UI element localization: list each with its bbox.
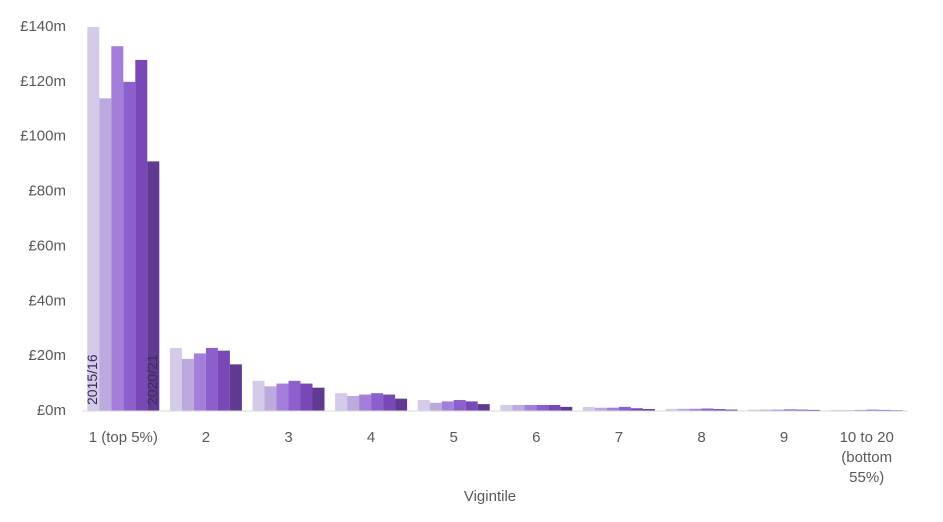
bar [383, 394, 396, 411]
bar [312, 387, 325, 411]
bar [725, 409, 738, 411]
bar [217, 350, 230, 411]
bar [288, 380, 301, 411]
bar [193, 353, 206, 411]
bar [417, 400, 430, 411]
bar [147, 161, 160, 411]
bar [169, 347, 182, 411]
bar [524, 404, 537, 411]
bar [300, 383, 313, 411]
bar [594, 407, 607, 411]
bar [560, 406, 573, 411]
bar [441, 401, 454, 411]
y-tick-label: £60m [28, 237, 66, 254]
x-axis-title: Vigintile [464, 488, 516, 505]
x-tick-label: 7 [614, 429, 624, 446]
x-tick-label: 9 [779, 429, 789, 446]
x-tick-label: 10 to 20 (bottom 55%) [839, 429, 894, 486]
bar [582, 406, 595, 411]
bar [335, 393, 348, 411]
bar [347, 395, 360, 411]
bar [359, 394, 372, 411]
bar [830, 409, 843, 411]
bar [229, 364, 242, 411]
bar [500, 404, 513, 411]
x-tick-label: 1 (top 5%) [88, 429, 158, 446]
x-tick-label: 4 [366, 429, 376, 446]
x-tick-label: 8 [697, 429, 706, 446]
x-tick-label: 6 [532, 429, 541, 446]
bar [784, 409, 797, 411]
bar [854, 409, 867, 411]
y-tick-label: £20m [28, 347, 66, 364]
series-label: 2020/21 [144, 354, 160, 405]
bar [477, 404, 490, 411]
bar [276, 383, 289, 411]
bar [429, 402, 442, 411]
bar [878, 409, 891, 411]
y-tick-label: £40m [28, 292, 66, 309]
x-tick-label: 5 [449, 429, 458, 446]
y-tick-label: £120m [20, 73, 66, 90]
bar [512, 404, 525, 411]
bar [123, 81, 136, 411]
x-tick-label: 2 [201, 429, 211, 446]
bar [772, 409, 785, 411]
bar [181, 358, 194, 411]
bar [618, 406, 631, 411]
bar [371, 393, 384, 411]
y-tick-label: £140m [20, 18, 66, 35]
bar [548, 404, 561, 411]
bar [606, 407, 619, 411]
bar [395, 398, 408, 411]
bar [713, 409, 726, 411]
y-tick-label: £100m [20, 128, 66, 145]
bar [453, 400, 466, 411]
bar [135, 59, 148, 412]
bar [264, 386, 277, 411]
y-tick-label: £80m [28, 183, 66, 200]
bar [536, 404, 549, 411]
bar [630, 408, 643, 411]
bar [701, 408, 714, 411]
x-tick-label: 3 [284, 429, 293, 446]
bar [760, 409, 773, 411]
bar [87, 27, 100, 411]
bar [808, 409, 821, 411]
bar [689, 408, 702, 411]
bar [205, 347, 218, 411]
bar [677, 408, 690, 411]
bar [252, 380, 265, 411]
y-tick-label: £0m [37, 402, 66, 419]
bar [796, 409, 809, 411]
bar [465, 401, 478, 411]
bar [866, 409, 879, 411]
bar [748, 409, 761, 411]
bar [665, 408, 678, 411]
bar [111, 46, 124, 411]
series-label: 2015/16 [84, 354, 100, 405]
bar [642, 409, 655, 411]
bar [99, 98, 112, 412]
